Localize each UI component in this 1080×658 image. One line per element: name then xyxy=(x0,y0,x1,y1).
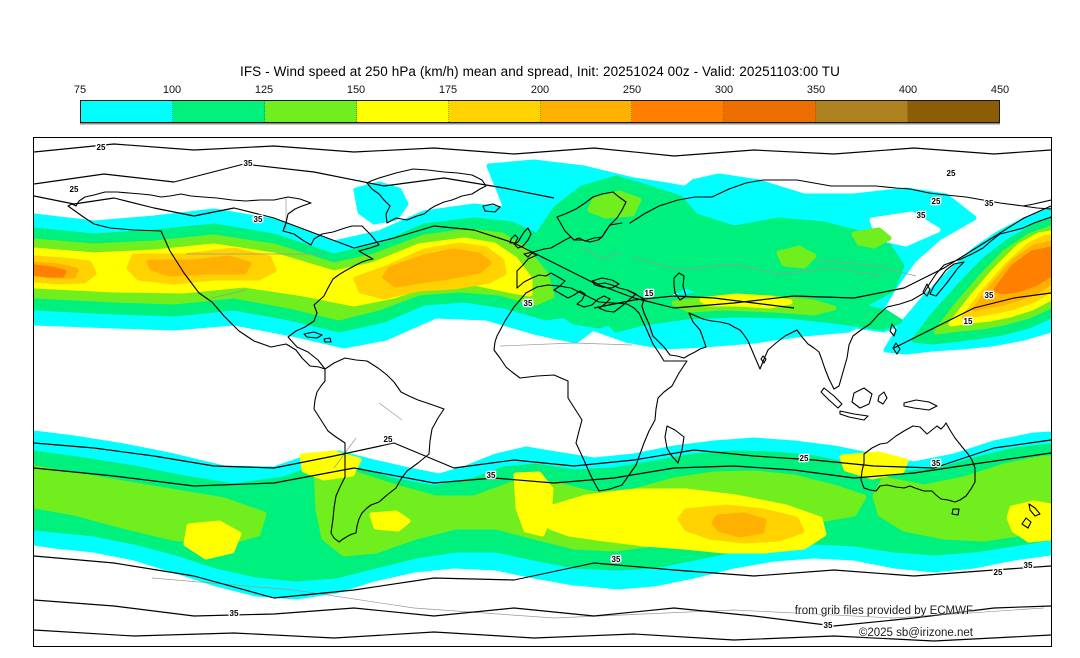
black-sea xyxy=(591,277,620,289)
contour-label: 35 xyxy=(985,199,994,208)
hispaniola xyxy=(323,337,332,343)
colorbar-tick-label: 75 xyxy=(73,84,87,96)
colorbar-segment xyxy=(632,101,725,122)
north-america-coast xyxy=(67,191,380,370)
colorbar-segment xyxy=(356,101,449,122)
colorbar-segment xyxy=(724,101,817,122)
attribution-copyright: ©2025 sb@irizone.net xyxy=(858,627,973,639)
contour-label: 25 xyxy=(994,568,1003,577)
contour-label: 35 xyxy=(254,215,263,224)
greenland-coast xyxy=(366,168,487,224)
colorbar-tick-label: 100 xyxy=(162,84,182,96)
contour-label: 25 xyxy=(384,435,393,444)
uk xyxy=(513,227,532,249)
contour-label: 35 xyxy=(524,299,533,308)
cuba xyxy=(303,331,323,339)
contour-label: 35 xyxy=(917,211,926,220)
contour-label: 35 xyxy=(1024,561,1033,570)
colorbar-segment xyxy=(264,101,357,122)
contour-label: 25 xyxy=(932,197,941,206)
japan xyxy=(929,261,965,297)
colorbar-segment xyxy=(448,101,541,122)
contour-label-layer: 25 25 35 35 25 25 35 35 35 15 35 15 25 25 35 35 35 35 25 35… xyxy=(68,142,1034,632)
white-gap xyxy=(631,153,705,186)
contour-label: 35 xyxy=(230,609,239,618)
colorbar-tick-label: 150 xyxy=(346,84,366,96)
philippines xyxy=(889,323,901,355)
madagascar xyxy=(664,425,685,464)
contour-label: 35 xyxy=(244,159,253,168)
australia-coast xyxy=(860,422,976,503)
korea xyxy=(922,283,931,297)
contour-label: 25 xyxy=(70,185,79,194)
map-frame: 25 25 35 35 25 25 35 35 35 15 35 15 25 25 35 35 35 35 25 35… xyxy=(33,137,1052,647)
colorbar: 75 100 125 150 175 200 250 300 350 400 450 xyxy=(74,84,1009,126)
attribution-source: from grib files provided by ECMWF xyxy=(794,605,973,617)
asia-arctic-coast xyxy=(629,179,1051,224)
world-map: 25 25 35 35 25 25 35 35 35 15 35 15 25 25 35 35 35 35 25 35… xyxy=(34,142,1051,642)
colorbar-tick-label: 250 xyxy=(622,84,642,96)
colorbar-segment xyxy=(908,101,1000,122)
iceland xyxy=(482,203,501,213)
contour-label: 35 xyxy=(932,459,941,468)
spread-contour-layer xyxy=(34,143,1051,642)
south-america-coast xyxy=(313,357,445,543)
country-border-layer xyxy=(151,198,1045,619)
tasmania xyxy=(951,508,960,516)
contour-label: 15 xyxy=(645,289,654,298)
contour-label: 15 xyxy=(964,317,973,326)
colorbar-tick-label: 300 xyxy=(714,84,734,96)
colorbar-tick-label: 125 xyxy=(254,84,274,96)
contour-label: 25 xyxy=(800,454,809,463)
colorbar-segment xyxy=(816,101,909,122)
chart-title: IFS - Wind speed at 250 hPa (km/h) mean … xyxy=(239,64,840,79)
colorbar-tick-label: 450 xyxy=(990,84,1010,96)
chukotka xyxy=(1022,199,1051,207)
colorbar-segment xyxy=(172,101,265,122)
new-guinea xyxy=(903,399,938,411)
caspian-sea xyxy=(673,272,687,301)
contour-label: 35 xyxy=(487,471,496,480)
colorbar-segment xyxy=(81,101,173,122)
contour-label: 25 xyxy=(97,143,106,152)
colorbar-segment xyxy=(540,101,633,122)
java xyxy=(839,410,869,421)
contour-label: 35 xyxy=(985,291,994,300)
colorbar-tick-label: 175 xyxy=(438,84,458,96)
scandinavia-coast xyxy=(556,191,627,242)
contour-label: 25 xyxy=(947,169,956,178)
asia-pacific-coast xyxy=(626,216,1051,390)
colorbar-segments xyxy=(80,100,1000,123)
contour-label: 35 xyxy=(824,621,833,630)
colorbar-tick-label: 350 xyxy=(806,84,826,96)
colorbar-tick-label: 200 xyxy=(530,84,550,96)
borneo xyxy=(851,387,873,409)
wind-speed-fill-layer xyxy=(34,153,1051,600)
sulawesi xyxy=(877,391,888,405)
sri-lanka xyxy=(760,355,767,364)
hudson-bay-patch xyxy=(353,181,409,225)
sumatra xyxy=(820,387,843,409)
colorbar-ticks: 75 100 125 150 175 200 250 300 350 400 450 xyxy=(74,84,1009,99)
new-zealand xyxy=(1021,503,1041,529)
colorbar-tick-label: 400 xyxy=(898,84,918,96)
contour-label: 35 xyxy=(612,555,621,564)
